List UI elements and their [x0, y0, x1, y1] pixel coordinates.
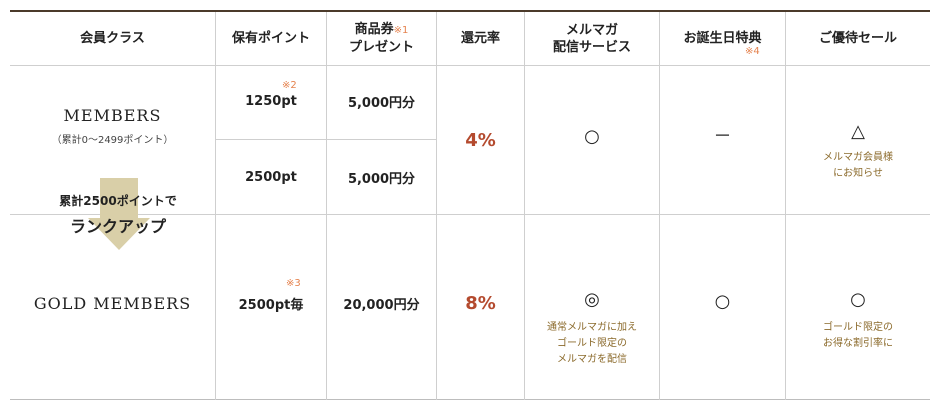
members-mail-mark: ○ [525, 122, 659, 152]
gold-points-value: 2500pt毎 [238, 297, 304, 313]
header-sale: ご優待セール [786, 12, 930, 65]
members-points-2: 2500pt [216, 140, 326, 214]
members-class-name: MEMBERS [63, 106, 162, 125]
header-birthday: お誕生日特典 [660, 12, 785, 65]
header-points-label: 保有ポイント [231, 31, 310, 46]
header-mail: メルマガ 配信サービス [525, 12, 659, 65]
header-voucher-note: ※1 [393, 25, 409, 36]
gold-sale-sub-2: お得な割引率に [823, 338, 893, 349]
points-row-divider [215, 139, 436, 140]
rankup-line-2: ランクアップ [69, 217, 166, 236]
header-voucher: 商品券※1 プレゼント [327, 12, 436, 65]
circle-mark-icon: ○ [850, 289, 866, 310]
table-bottom-border [10, 399, 930, 400]
dash-mark-icon: － [713, 126, 732, 147]
gold-sale-sub-1: ゴールド限定の [823, 322, 893, 333]
members-class-range: （累計0〜2499ポイント） [51, 135, 174, 146]
members-points-note: ※2 [282, 80, 297, 91]
header-member-class: 会員クラス [10, 12, 215, 65]
circle-mark-icon: ○ [584, 126, 600, 147]
members-sale-sub-2: にお知らせ [833, 168, 883, 179]
table-top-border [10, 10, 930, 12]
header-divider [10, 65, 930, 66]
members-rate: 4% [437, 120, 524, 160]
double-circle-mark-icon: ◎ [584, 289, 600, 310]
col-divider [785, 12, 786, 400]
class-row-divider [10, 214, 930, 215]
col-divider [436, 12, 437, 400]
rankup-arrow-icon [88, 178, 150, 250]
header-birthday-note: ※4 [745, 46, 760, 57]
header-mail-label: メルマガ [565, 22, 618, 38]
col-divider [524, 12, 525, 400]
gold-rate-value: 8% [465, 292, 496, 314]
col-divider [215, 12, 216, 400]
header-sale-label: ご優待セール [818, 31, 897, 46]
members-voucher-1-value: 5,000円分 [347, 95, 416, 111]
rankup-line-1: 累計2500ポイントで [59, 194, 177, 208]
membership-table: 会員クラス 保有ポイント 商品券※1 プレゼント 還元率 メルマガ 配信サービス… [10, 10, 930, 400]
members-class-cell: MEMBERS （累計0〜2499ポイント） [10, 106, 215, 162]
header-voucher-label: 商品券 [354, 22, 394, 37]
members-voucher-2-value: 5,000円分 [347, 171, 416, 187]
gold-voucher-value: 20,000円分 [343, 297, 420, 313]
gold-points-note: ※3 [286, 278, 301, 289]
members-voucher-1: 5,000円分 [327, 88, 436, 114]
gold-rate: 8% [437, 285, 524, 321]
gold-sale-cell: ○ ゴールド限定の お得な割引率に [786, 290, 930, 360]
members-voucher-2: 5,000円分 [327, 140, 436, 214]
gold-voucher: 20,000円分 [327, 289, 436, 317]
members-birthday-mark: － [660, 122, 785, 152]
members-points-1-value: 1250pt [245, 93, 297, 109]
gold-birthday-mark: ○ [660, 290, 785, 314]
header-points: 保有ポイント [216, 12, 326, 65]
header-member-class-label: 会員クラス [80, 31, 145, 46]
triangle-mark-icon: △ [851, 121, 865, 142]
header-return-rate-label: 還元率 [460, 31, 500, 46]
header-return-rate: 還元率 [437, 12, 524, 65]
gold-mail-cell: ◎ 通常メルマガに加え ゴールド限定の メルマガを配信 [525, 290, 659, 380]
col-divider [659, 12, 660, 400]
members-sale-sub-1: メルマガ会員様 [823, 152, 893, 163]
gold-mail-sub-3: メルマガを配信 [557, 354, 627, 365]
header-voucher-label-2: プレゼント [348, 40, 414, 55]
gold-points: 2500pt毎 [216, 289, 326, 317]
gold-class-cell: GOLD MEMBERS [10, 288, 215, 318]
rankup-label: 累計2500ポイントで ランクアップ [38, 192, 198, 237]
header-birthday-label: お誕生日特典 [683, 31, 762, 46]
members-points-1: 1250pt [216, 88, 326, 114]
gold-mail-sub-2: ゴールド限定の [557, 338, 627, 349]
header-mail-label-2: 配信サービス [552, 39, 631, 55]
rankup-arrow-shaft [100, 178, 138, 218]
rankup-arrow-head [88, 218, 150, 250]
members-points-2-value: 2500pt [245, 169, 297, 185]
gold-class-name: GOLD MEMBERS [33, 293, 192, 313]
col-divider [326, 12, 327, 400]
members-sale-cell: △ メルマガ会員様 にお知らせ [786, 122, 930, 188]
circle-mark-icon: ○ [714, 291, 731, 312]
members-rate-value: 4% [465, 129, 496, 151]
gold-mail-sub-1: 通常メルマガに加え [547, 322, 637, 333]
